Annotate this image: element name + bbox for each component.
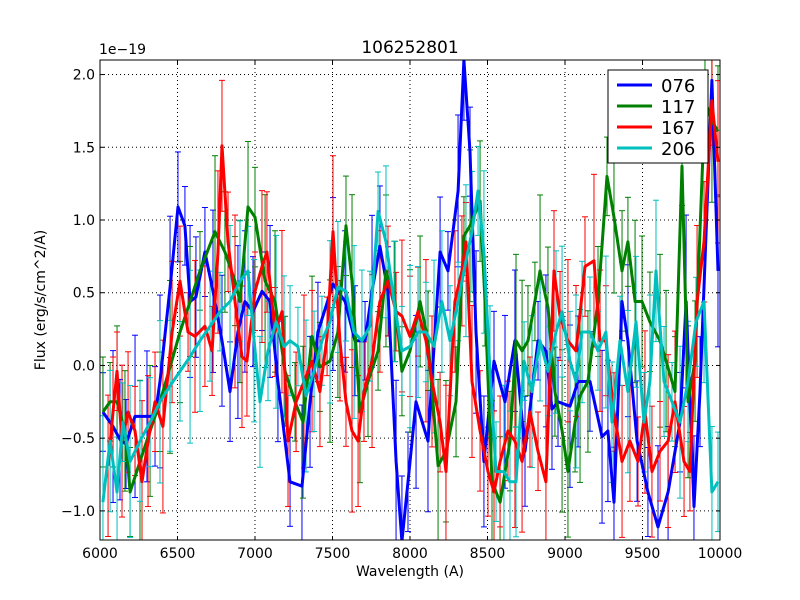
y-tick-label: −1.0 bbox=[61, 504, 95, 520]
y-tick-label: 1.5 bbox=[73, 140, 95, 156]
legend-label-167: 167 bbox=[661, 118, 695, 139]
x-tick-label: 8000 bbox=[392, 546, 428, 562]
series-line-076 bbox=[101, 60, 720, 540]
series-line-206 bbox=[101, 189, 720, 503]
x-tick-label: 8500 bbox=[470, 546, 506, 562]
x-tick-label: 9500 bbox=[625, 546, 661, 562]
x-tick-label: 7000 bbox=[237, 546, 273, 562]
x-axis-label: Wavelength (A) bbox=[356, 564, 464, 580]
legend-label-076: 076 bbox=[661, 76, 695, 97]
y-axis-label: Flux (erg/s/cm^2/A) bbox=[33, 230, 49, 370]
series-line-117 bbox=[101, 99, 720, 504]
x-tick-label: 9000 bbox=[547, 546, 583, 562]
x-tick-label: 6500 bbox=[160, 546, 196, 562]
series-line-167 bbox=[106, 99, 720, 494]
chart-title: 106252801 bbox=[361, 38, 458, 58]
y-tick-label: 0.5 bbox=[73, 286, 95, 302]
y-tick-label: 2.0 bbox=[73, 68, 95, 84]
axis-ticks: 6000 6500 7000 7500 8000 8500 9000 9500 10000 −1.… bbox=[61, 60, 742, 562]
legend-label-117: 117 bbox=[661, 97, 695, 118]
x-tick-label: 6000 bbox=[82, 546, 118, 562]
y-tick-label: −0.5 bbox=[61, 431, 95, 447]
x-tick-label: 10000 bbox=[698, 546, 743, 562]
y-tick-label: 1.0 bbox=[73, 213, 95, 229]
legend-label-206: 206 bbox=[661, 139, 695, 160]
y-offset-label: 1e−19 bbox=[99, 42, 146, 58]
series-lines bbox=[101, 60, 720, 540]
y-tick-label: 0.0 bbox=[73, 358, 95, 374]
x-tick-label: 7500 bbox=[315, 546, 351, 562]
